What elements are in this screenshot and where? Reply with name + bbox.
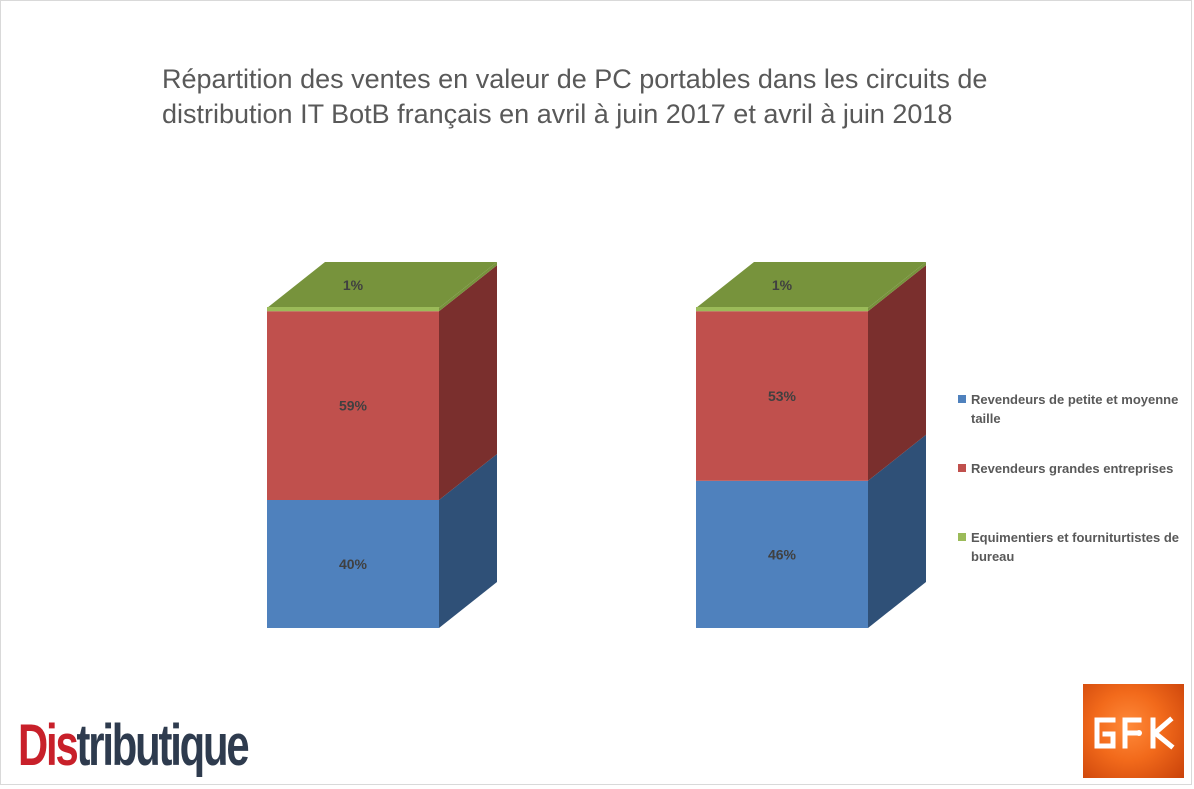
distributique-logo-part1: Dis [18, 713, 79, 778]
bar-side-col1-series2 [439, 265, 497, 500]
legend-label-3-line-1: Equimentiers et fourniturtistes de [971, 530, 1180, 545]
legend-label-large-enterprise-resellers: Revendeurs grandes entreprises [958, 459, 1186, 478]
legend-item-office-suppliers: Equimentiers et fourniturtistes de burea… [958, 528, 1186, 566]
bar-top-col1 [267, 262, 497, 308]
bar-front-col1-series1 [267, 500, 439, 628]
legend-swatch-red [958, 464, 966, 472]
gfk-logo [1083, 684, 1184, 778]
bar-side-col2-series3 [868, 262, 926, 312]
data-label-col1-series2: 59% [339, 398, 368, 414]
distributique-logo-part2: tributique [76, 713, 250, 778]
chart-title-line-1: Répartition des ventes en valeur de PC p… [162, 64, 988, 94]
gfk-logo-mark [1094, 716, 1175, 750]
legend-label-2-line-1: Revendeurs grandes entreprises [971, 461, 1174, 476]
bar-side-col1-series1 [439, 454, 497, 628]
bar-side-col1-series3 [439, 262, 497, 312]
data-label-col2-series3: 1% [772, 277, 793, 293]
bar-side-col2-series2 [868, 265, 926, 481]
legend-label-3-line-2: bureau [971, 549, 1015, 564]
data-label-col1-series3: 1% [343, 277, 364, 293]
legend-label-1-line-2: taille [971, 411, 1001, 426]
legend-swatch-green [958, 533, 966, 541]
bar-front-col2-series1 [696, 480, 868, 628]
legend-item-large-enterprise-resellers: Revendeurs grandes entreprises [958, 459, 1186, 478]
legend-item-small-medium-resellers: Revendeurs de petite et moyenne taille [958, 390, 1186, 428]
bar-top-col2 [696, 262, 926, 308]
chart-title: Répartition des ventes en valeur de PC p… [162, 62, 1042, 132]
data-label-col2-series2: 53% [768, 388, 797, 404]
legend-label-small-medium-resellers: Revendeurs de petite et moyenne taille [958, 390, 1186, 428]
bar-top-edge-col2 [696, 307, 868, 310]
data-label-col2-series1: 46% [768, 546, 797, 562]
distributique-logo: Distributique [18, 706, 250, 786]
bar-front-col2-series2 [696, 311, 868, 481]
bar-side-col2-series1 [868, 434, 926, 628]
bar-front-col1-series2 [267, 311, 439, 500]
bar-top-edge-col1 [267, 307, 439, 310]
legend-swatch-blue [958, 395, 966, 403]
legend-label-office-suppliers: Equimentiers et fourniturtistes de burea… [958, 528, 1186, 566]
legend-label-1-line-1: Revendeurs de petite et moyenne [971, 392, 1179, 407]
chart-title-line-2: distribution IT BotB français en avril à… [162, 99, 953, 129]
data-label-col1-series1: 40% [339, 556, 368, 572]
